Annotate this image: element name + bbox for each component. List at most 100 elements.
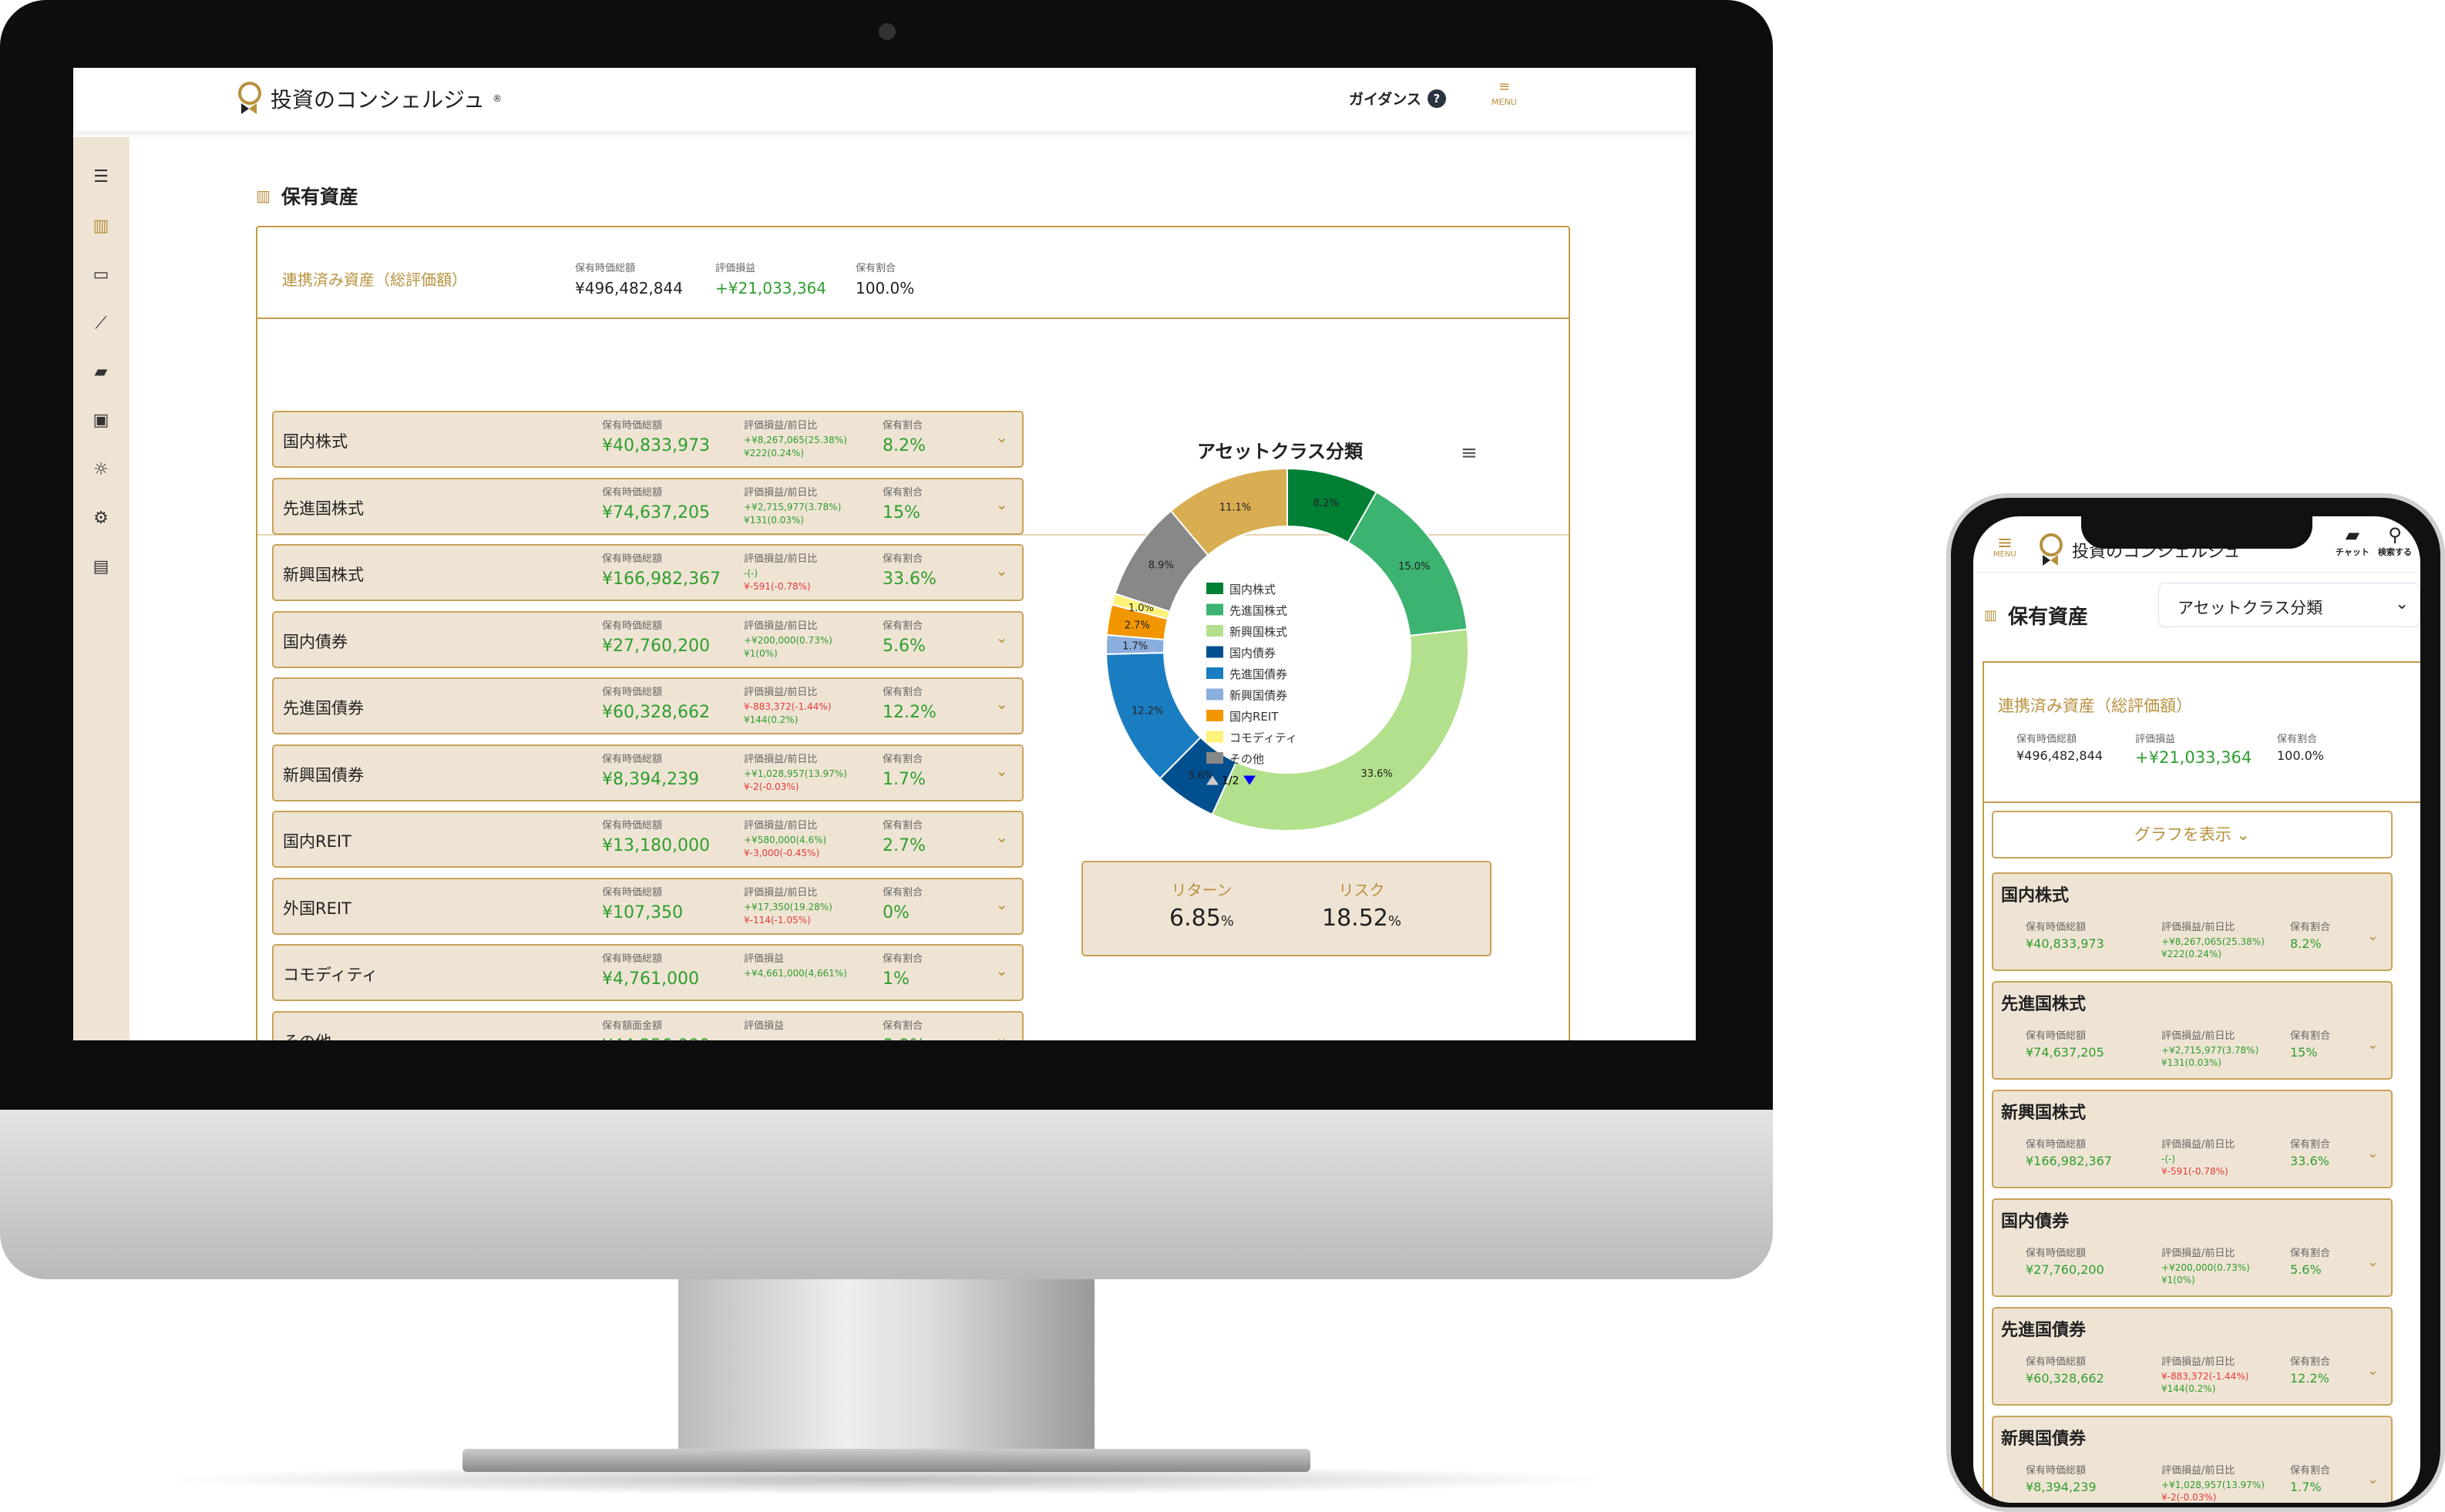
legend-item[interactable]: その他: [1229, 752, 1264, 766]
value: ¥44,256,000: [602, 1037, 710, 1041]
gear-icon[interactable]: ⚙: [93, 509, 109, 528]
chevron-down-icon[interactable]: ⌄: [995, 627, 1008, 647]
asset-row[interactable]: 新興国債券 保有時価総額 ¥8,394,239 評価損益/前日比 +¥1,028,957…: [272, 744, 1024, 801]
chevron-down-icon[interactable]: ⌄: [995, 961, 1008, 979]
label: 保有時価総額: [2026, 922, 2087, 933]
asset-row[interactable]: 国内株式 保有時価総額 ¥40,833,973 評価損益/前日比 +¥8,267,065…: [272, 411, 1024, 468]
asset-row[interactable]: 外国REIT 保有時価総額 ¥107,350 評価損益/前日比 +¥17,350(19.…: [272, 877, 1024, 935]
legend-swatch: [1206, 625, 1223, 637]
value: 33.6%: [2290, 1154, 2329, 1168]
pl-value: ¥-883,372(-1.44%): [744, 701, 832, 712]
logo[interactable]: 投資のコンシェルジュ ®: [237, 82, 502, 116]
chevron-down-icon[interactable]: ⌄: [995, 761, 1008, 780]
tab-bar-divider: [257, 534, 1569, 536]
mobile-asset-row[interactable]: 新興国債券 保有時価総額 ¥8,394,239 評価損益/前日比 +¥1,028,957…: [1992, 1416, 2393, 1503]
chevron-down-icon[interactable]: ⌄: [2366, 1037, 2379, 1053]
asset-name: コモディティ: [283, 966, 378, 984]
holding-ratio: 保有割合 0%: [883, 884, 923, 922]
legend-item[interactable]: 国内債券: [1229, 647, 1276, 660]
chevron-down-icon[interactable]: ⌄: [2366, 1471, 2379, 1487]
chevron-down-icon[interactable]: ⌄: [995, 1027, 1008, 1041]
pl-value: -(-): [744, 568, 758, 579]
bar-chart-icon: ▥: [256, 186, 271, 205]
guidance-button[interactable]: ガイダンス ?: [1349, 88, 1446, 109]
line-chart-icon[interactable]: ⟋: [95, 314, 107, 333]
market-value: 保有時価総額 ¥8,394,239: [2026, 1462, 2097, 1494]
search-button[interactable]: ⚲ 検索する: [2378, 524, 2412, 558]
legend-item[interactable]: コモディティ: [1229, 731, 1297, 745]
return-risk-card: リターン 6.85% リスク 18.52%: [1081, 861, 1492, 956]
label: 評価損益/前日比: [744, 620, 818, 632]
asset-row[interactable]: 先進国株式 保有時価総額 ¥74,637,205 評価損益/前日比 +¥2,715,97…: [272, 477, 1024, 535]
asset-row[interactable]: 先進国債券 保有時価総額 ¥60,328,662 評価損益/前日比 ¥-883,372(…: [272, 677, 1024, 734]
legend-item[interactable]: 新興国債券: [1229, 689, 1287, 703]
credit-card-icon[interactable]: ▭: [92, 265, 109, 284]
slice-label: 5.6%: [1188, 771, 1213, 782]
chevron-down-icon[interactable]: ⌄: [995, 561, 1008, 580]
asset-row[interactable]: 国内REIT 保有時価総額 ¥13,180,000 評価損益/前日比 +¥580,000…: [272, 811, 1024, 868]
profit-loss: 評価損益/前日比 +¥8,267,065(25.38%) ¥222(0.24%): [744, 417, 847, 460]
label: 評価損益/前日比: [744, 486, 818, 499]
divider: [1984, 801, 2420, 803]
label: 保有割合: [883, 953, 923, 965]
chart-menu-icon[interactable]: ≡: [1461, 442, 1478, 465]
value: ¥74,637,205: [2026, 1045, 2104, 1060]
label: 保有時価総額: [602, 486, 663, 499]
legend-item[interactable]: 先進国株式: [1229, 604, 1287, 618]
mobile-asset-row[interactable]: 国内債券 保有時価総額 ¥27,760,200 評価損益/前日比 +¥200,000(0…: [1992, 1198, 2393, 1297]
menu-button[interactable]: ≡ MENU: [1492, 80, 1517, 108]
chevron-down-icon[interactable]: ⌄: [2366, 928, 2379, 944]
chat-icon[interactable]: ▰: [94, 362, 108, 381]
legend-swatch: [1206, 710, 1223, 721]
legend-swatch: [1206, 603, 1223, 616]
profit-loss: 評価損益 -: [744, 1017, 784, 1041]
day-change: ¥1(0%): [744, 647, 778, 659]
profit-loss: 評価損益/前日比 +¥2,715,977(3.78%) ¥131(0.03%): [744, 484, 841, 527]
profit-loss: 評価損益/前日比 ¥-883,372(-1.44%) ¥144(0.2%): [2161, 1353, 2248, 1395]
legend-item[interactable]: 先進国債券: [1229, 667, 1287, 681]
slice-label: 33.6%: [1360, 768, 1392, 780]
lightbulb-icon[interactable]: ☼: [93, 460, 109, 479]
legend-next-icon[interactable]: [1243, 775, 1256, 785]
chevron-down-icon[interactable]: ⌄: [2366, 1145, 2379, 1161]
slice-label: 12.2%: [1132, 705, 1163, 717]
show-graph-button[interactable]: グラフを表示 ⌄: [1992, 811, 2393, 858]
chevron-down-icon[interactable]: ⌄: [995, 428, 1008, 446]
mobile-asset-row[interactable]: 先進国株式 保有時価総額 ¥74,637,205 評価損益/前日比 +¥2,715,97…: [1992, 981, 2393, 1080]
holding-ratio: 保有割合 12.2%: [2290, 1353, 2330, 1386]
contact-card-icon[interactable]: ▣: [92, 411, 109, 430]
label: 保有割合: [2290, 1465, 2331, 1477]
slice-label: 1.7%: [1122, 640, 1148, 652]
donut-slice[interactable]: [1169, 467, 1288, 556]
hamburger-icon[interactable]: ☰: [93, 167, 109, 186]
pl-value: -(-): [2161, 1154, 2176, 1164]
bar-chart-icon[interactable]: ▥: [92, 217, 109, 236]
chevron-down-icon[interactable]: ⌄: [995, 694, 1008, 713]
profit-loss: 評価損益/前日比 +¥2,715,977(3.78%) ¥131(0.03%): [2161, 1027, 2258, 1069]
asset-row[interactable]: 新興国株式 保有時価総額 ¥166,982,367 評価損益/前日比 -(-) ¥-591…: [272, 544, 1024, 601]
chevron-down-icon[interactable]: ⌄: [995, 894, 1008, 913]
mobile-asset-row[interactable]: 先進国債券 保有時価総額 ¥60,328,662 評価損益/前日比 ¥-883,372(…: [1992, 1307, 2393, 1406]
document-icon[interactable]: ▤: [92, 557, 109, 576]
chevron-down-icon[interactable]: ⌄: [2366, 1254, 2379, 1270]
chevron-down-icon[interactable]: ⌄: [995, 494, 1008, 513]
mobile-asset-row[interactable]: 新興国株式 保有時価総額 ¥166,982,367 評価損益/前日比 -(-) ¥-591…: [1992, 1090, 2393, 1188]
legend-prev-icon[interactable]: [1206, 775, 1219, 785]
legend-item[interactable]: 新興国株式: [1229, 625, 1287, 639]
legend-item[interactable]: 国内株式: [1229, 583, 1276, 596]
chevron-down-icon[interactable]: ⌄: [2366, 1362, 2379, 1379]
chevron-down-icon[interactable]: ⌄: [995, 828, 1008, 846]
label: 評価損益/前日比: [2161, 922, 2235, 933]
mobile-asset-row[interactable]: 国内株式 保有時価総額 ¥40,833,973 評価損益/前日比 +¥8,267,065…: [1992, 872, 2393, 971]
market-value: 保有時価総額 ¥166,982,367: [602, 550, 721, 589]
mobile-menu-button[interactable]: ≡ MENU: [1993, 533, 2016, 559]
value: +¥21,033,364: [715, 279, 826, 297]
classification-select[interactable]: アセットクラス分類 ⌄: [2158, 583, 2420, 627]
asset-row[interactable]: 国内債券 保有時価総額 ¥27,760,200 評価損益/前日比 +¥200,000(0…: [272, 610, 1024, 668]
chat-button[interactable]: ▰ チャット: [2336, 524, 2369, 558]
donut-slice[interactable]: [1211, 628, 1469, 832]
asset-row[interactable]: コモディティ 保有時価総額 ¥4,761,000 評価損益 +¥4,661,000(4,…: [272, 944, 1024, 1001]
asset-row[interactable]: その他 保有額面金額 ¥44,256,000 評価損益 - 保有割合 8.9% ⌄: [272, 1010, 1024, 1041]
label: 保有割合: [883, 486, 923, 499]
legend-item[interactable]: 国内REIT: [1229, 710, 1279, 724]
